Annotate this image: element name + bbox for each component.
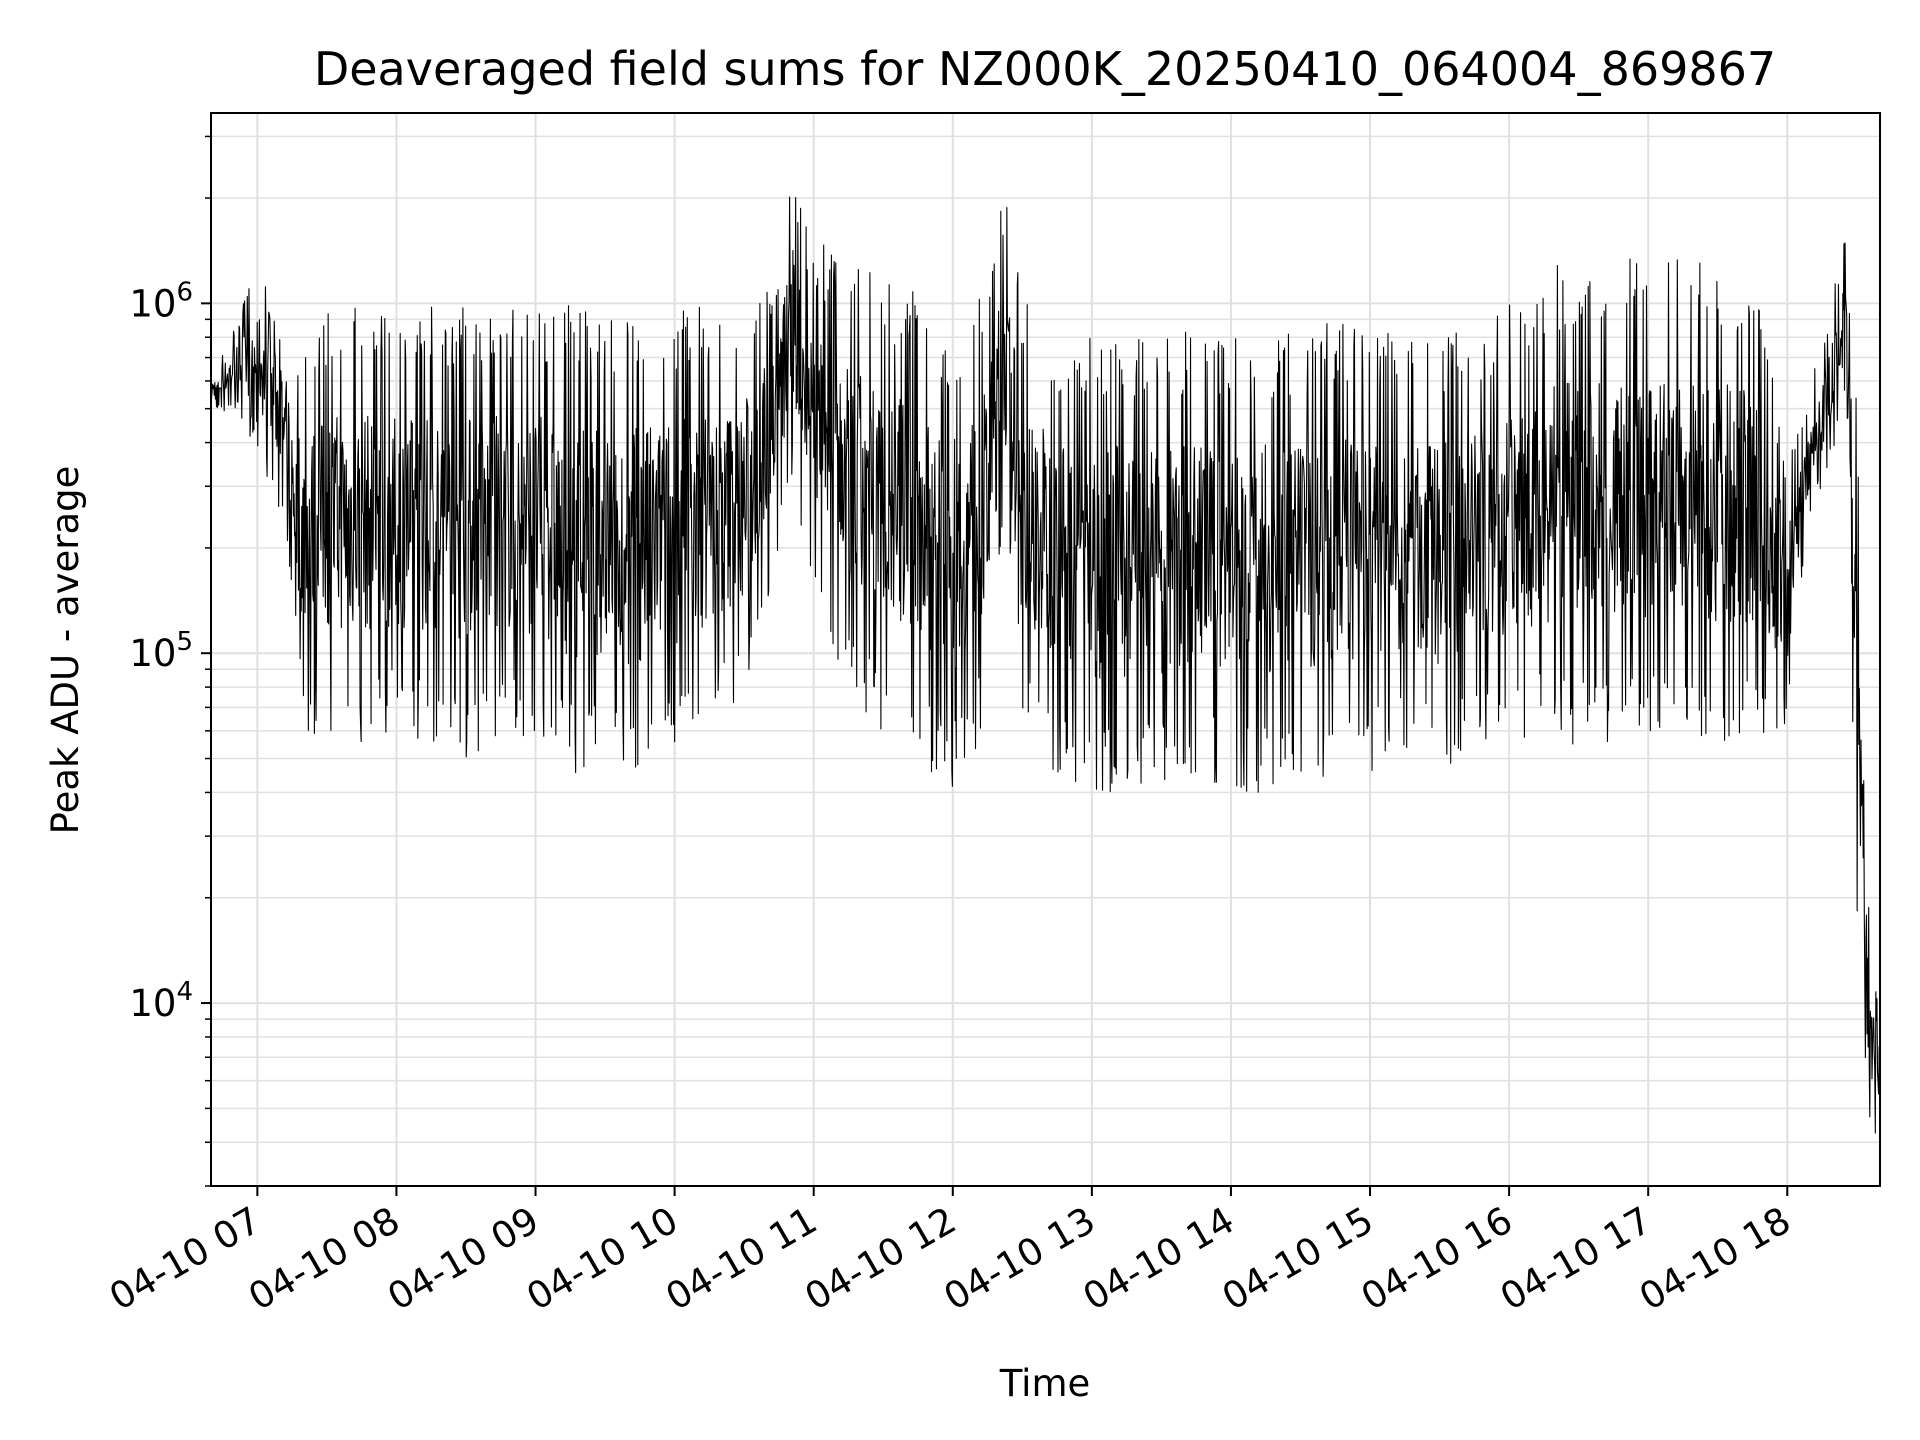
y-tick-label: 106 [129,277,193,325]
y-tick-label: 105 [129,627,193,675]
y-axis: 104 105 106 [129,135,211,1187]
plot-frame [210,112,1881,1187]
series-line [210,196,1881,1134]
chart-title: Deaveraged field sums for NZ000K_2025041… [314,42,1776,96]
x-axis-label: Time [999,1362,1091,1405]
y-axis-label: Peak ADU - average [44,466,87,835]
series-layer [210,196,1881,1134]
y-tick-label: 104 [129,977,193,1025]
